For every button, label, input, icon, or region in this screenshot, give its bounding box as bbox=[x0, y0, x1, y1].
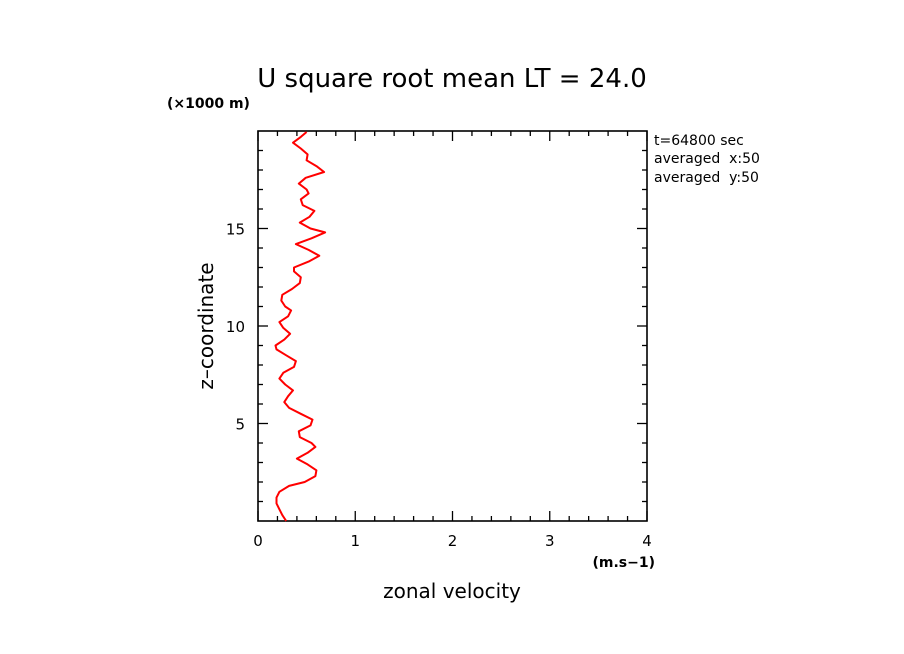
annotation-panel: t=64800 sec averaged x:50 averaged y:50 bbox=[654, 133, 760, 186]
x-tick-label: 4 bbox=[642, 532, 652, 550]
x-axis-title: zonal velocity bbox=[383, 579, 521, 603]
x-tick-label: 2 bbox=[448, 532, 458, 550]
chart-title: U square root mean LT = 24.0 bbox=[257, 64, 647, 94]
x-tick-label: 1 bbox=[350, 532, 360, 550]
y-tick-label: 5 bbox=[235, 416, 245, 434]
y-unit-label: (×1000 m) bbox=[167, 96, 250, 112]
y-tick-label: 10 bbox=[226, 318, 245, 336]
axis-ticks bbox=[257, 131, 648, 521]
y-axis-title: z–coordinate bbox=[194, 262, 218, 389]
y-tick-label: 15 bbox=[226, 221, 245, 239]
y-average-annotation: averaged y:50 bbox=[654, 170, 759, 186]
x-unit-label: (m.s−1) bbox=[592, 555, 655, 571]
plot-frame bbox=[257, 130, 648, 522]
data-line bbox=[274, 131, 327, 522]
y-tick-labels: 5 10 15 bbox=[226, 221, 245, 434]
x-tick-labels: 0 1 2 3 4 bbox=[253, 532, 652, 550]
x-tick-label: 3 bbox=[545, 532, 555, 550]
x-average-annotation: averaged x:50 bbox=[654, 151, 760, 167]
x-tick-label: 0 bbox=[253, 532, 263, 550]
time-annotation: t=64800 sec bbox=[654, 133, 744, 149]
